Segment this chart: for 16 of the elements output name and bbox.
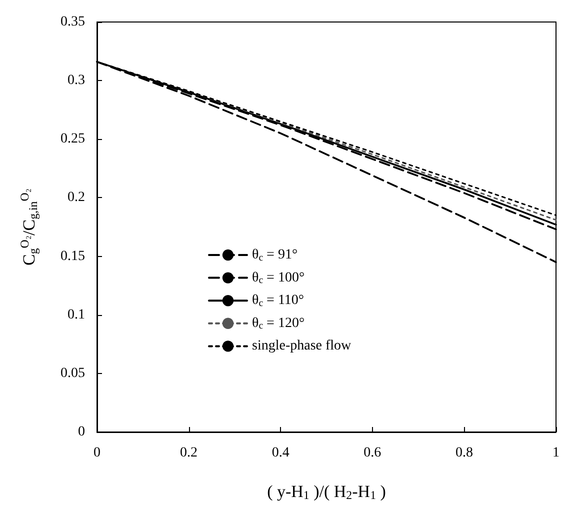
y-tick-label: 0.1 [68,307,85,322]
y-tick-label: 0 [78,424,85,440]
x-tick-label: 0.6 [364,446,382,460]
y-tick-label: 0.3 [68,73,85,88]
x-tick-label: 1 [552,446,560,460]
x-tick-label: 0.8 [455,446,473,460]
y-tick-label: 0.2 [68,190,85,206]
y-tick-label: 0.15 [60,248,85,264]
x-tick-label: 0 [94,446,100,460]
y-axis-title: CgO₂/Cg,inO₂ [18,188,40,266]
x-tick-label: 0.2 [180,446,198,460]
y-tick-label: 0.35 [60,14,85,30]
y-tick-label: 0.25 [60,132,85,147]
legend-label: single-phase flow [252,338,352,354]
x-tick-label: 0.4 [272,446,290,460]
y-tick-label: 0.05 [60,366,85,381]
